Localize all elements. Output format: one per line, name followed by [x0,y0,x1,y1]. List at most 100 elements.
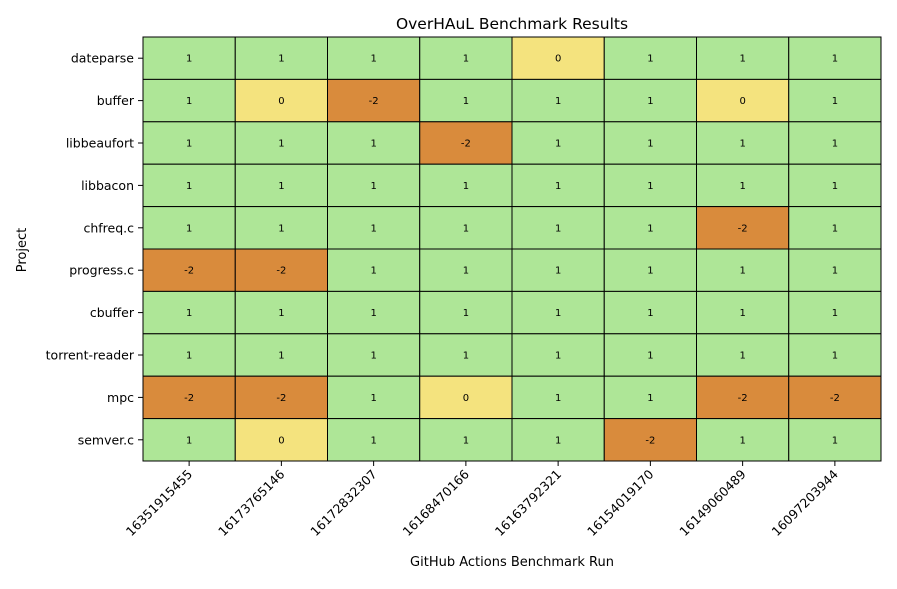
heatmap-cell [603,418,697,462]
heatmap-cell [511,121,605,165]
heatmap-cell [327,121,421,165]
cell-value-label: 1 [647,266,653,277]
heatmap-cell [511,163,605,208]
cell-value-label: 1 [647,96,653,107]
cell-value-label: 1 [370,139,376,150]
cell-value-label: 1 [463,435,469,446]
y-tick-label: chfreq.c [83,220,134,235]
cell-value-label: 1 [647,181,653,192]
heatmap-cell [142,418,236,462]
y-tick-label: torrent-reader [46,348,135,363]
heatmap-cell [511,290,605,335]
heatmap-cell [788,290,882,335]
heatmap-cell [788,418,882,462]
cell-value-label: 0 [555,54,561,65]
heatmap-cell [327,36,421,80]
cell-value-label: 1 [832,96,838,107]
cell-value-label: 1 [555,351,561,362]
cell-value-label: 1 [463,351,469,362]
heatmap-cell [788,333,882,377]
cell-value-label: -2 [738,223,748,234]
y-tick-label: cbuffer [90,305,135,320]
heatmap-cell [234,290,328,335]
heatmap-cell [696,418,790,462]
cell-value-label: 1 [555,393,561,404]
cell-value-label: 1 [832,54,838,65]
cell-value-label: 1 [278,223,284,234]
heatmap-cell [603,248,697,292]
cell-value-label: 1 [739,435,745,446]
heatmap-cell [788,206,882,250]
cell-value-label: 1 [647,223,653,234]
chart-title: OverHAuL Benchmark Results [396,15,628,33]
y-tick-label: semver.c [78,432,134,447]
heatmap-cell [419,78,513,123]
cell-value-label: 1 [555,96,561,107]
cell-value-label: 1 [278,181,284,192]
cell-value-label: 1 [278,139,284,150]
heatmap-cell [788,121,882,165]
cell-value-label: 1 [832,266,838,277]
x-tick-label: 16173765146 [215,466,287,538]
cell-value-label: 1 [555,266,561,277]
cell-value-label: -2 [276,266,286,277]
cell-value-label: 1 [739,54,745,65]
cell-value-label: 1 [278,308,284,319]
heatmap-cell [234,375,328,420]
y-axis-ticks: dateparse buffer libbeaufort libbacon chfreq… [46,51,143,447]
heatmap-cell [419,418,513,462]
y-axis-label: Project [15,228,30,272]
heatmap-cell [419,375,513,420]
cell-value-label: 1 [832,308,838,319]
cell-value-label: 0 [278,435,284,446]
x-tick-label: 16149060489 [676,466,748,538]
x-axis-label: GitHub Actions Benchmark Run [410,555,614,570]
cell-value-label: -2 [645,435,655,446]
y-tick-label: libbeaufort [66,136,134,151]
cell-value-label: 1 [647,139,653,150]
cell-value-label: 1 [370,223,376,234]
x-tick-label: 16172832307 [307,467,379,539]
cell-value-label: 1 [370,351,376,362]
cell-value-label: 1 [647,54,653,65]
cell-value-label: -2 [184,393,194,404]
x-tick-label: 16163792321 [492,467,564,539]
heatmap-cell [511,206,605,250]
cell-value-label: -2 [830,393,840,404]
cell-value-label: 1 [186,351,192,362]
heatmap-cell [511,333,605,377]
heatmap-cell [327,163,421,208]
heatmap-cell [419,206,513,250]
cell-value-label: 1 [555,223,561,234]
heatmap-cell [603,36,697,80]
cell-value-label: 1 [463,181,469,192]
cell-value-label: 1 [186,435,192,446]
heatmap-cell [696,206,790,250]
cell-value-label: 1 [370,181,376,192]
heatmap-cell [234,248,328,292]
cell-value-label: 1 [555,435,561,446]
x-tick-label: 16168470166 [400,466,472,538]
cell-value-label: 1 [739,139,745,150]
x-tick-label: 16154019170 [584,466,656,538]
cell-value-label: 1 [186,54,192,65]
cell-value-label: 1 [647,393,653,404]
heatmap-cell [511,375,605,420]
cell-value-label: 1 [186,96,192,107]
cell-value-label: 1 [463,266,469,277]
cell-value-label: 1 [186,139,192,150]
heatmap-cell [234,121,328,165]
cell-value-label: 1 [832,181,838,192]
heatmap-cell [696,121,790,165]
cell-value-label: 0 [739,96,745,107]
heatmap-cell [327,375,421,420]
cell-value-label: 1 [832,139,838,150]
heatmap-cell [234,36,328,80]
cell-value-label: 1 [463,308,469,319]
cell-value-label: 1 [832,223,838,234]
y-tick-label: progress.c [69,263,134,278]
heatmap-cell [419,163,513,208]
cell-value-label: -2 [184,266,194,277]
heatmap-cell [603,78,697,123]
heatmap-cells [142,36,882,462]
